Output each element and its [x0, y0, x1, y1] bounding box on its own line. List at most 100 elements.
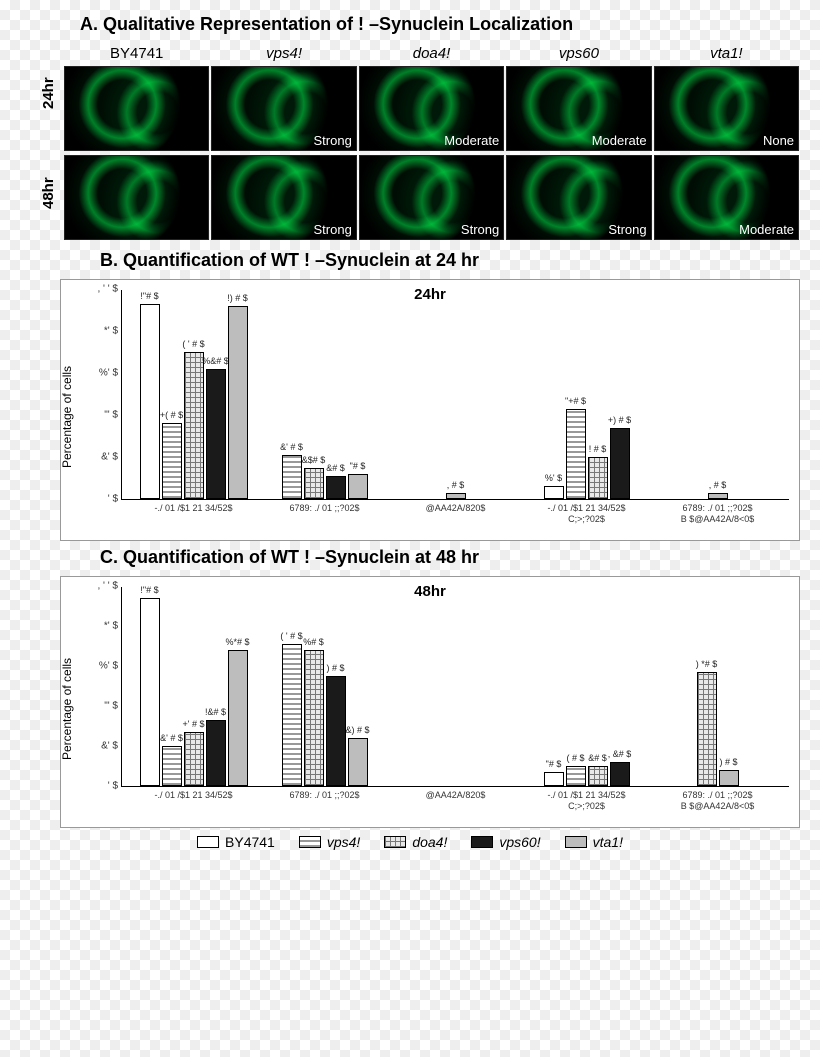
bar-doa4!: +' # $ [184, 732, 204, 786]
col-header-3: vps60 [505, 43, 652, 66]
x-category-label: -./ 01 /$1 21 34/52$C;>;?02$ [521, 786, 652, 812]
bar-vps60!: %&# $ [206, 369, 226, 499]
y-tick: ' $ [82, 494, 118, 505]
legend-item: vps4! [299, 834, 360, 850]
legend-label: vps60! [499, 834, 540, 850]
row-label-48hr: 48hr [40, 151, 57, 236]
bar-BY4741: !"# $ [140, 598, 160, 786]
bar-value-label: !"# $ [140, 585, 158, 595]
col-header-0: BY4741 [63, 43, 210, 66]
bar-vta1!: %*# $ [228, 650, 248, 786]
bar-group: %' $"+# $! # $+) # $-./ 01 /$1 21 34/52$… [521, 409, 652, 499]
col-header-4: vta1! [653, 43, 800, 66]
legend-swatch [299, 836, 321, 848]
legend-item: BY4741 [197, 834, 275, 850]
microscopy-cell: Strong [211, 66, 356, 151]
bar-value-label: !"# $ [140, 291, 158, 301]
bar-value-label: ) # $ [719, 757, 737, 767]
legend-label: vps4! [327, 834, 360, 850]
x-category-label: 6789: ./ 01 ;;?02$B $@AA42A/8<0$ [652, 499, 783, 525]
bar-value-label: +' # $ [183, 719, 205, 729]
bar-group: , # $6789: ./ 01 ;;?02$B $@AA42A/8<0$ [652, 493, 783, 499]
y-tick: &' $ [82, 452, 118, 463]
bar-value-label: +) # $ [608, 415, 631, 425]
bar-group: !"# $&' # $+' # $!&# $%*# $-./ 01 /$1 21… [128, 598, 259, 786]
bar-value-label: !) # $ [227, 293, 248, 303]
legend-label: doa4! [412, 834, 447, 850]
bar-value-label: %' $ [545, 473, 562, 483]
bar-group: ( ' # $%# $) # $&) # $6789: ./ 01 ;;?02$ [259, 644, 390, 786]
bar-vps4!: +( # $ [162, 423, 182, 499]
legend-label: BY4741 [225, 834, 275, 850]
bar-value-label: ) *# $ [696, 659, 718, 669]
x-category-label: 6789: ./ 01 ;;?02$ [259, 786, 390, 801]
legend-swatch [384, 836, 406, 848]
cell-intensity-label: Strong [314, 222, 352, 237]
cell-intensity-label: Moderate [444, 133, 499, 148]
legend-item: vta1! [565, 834, 623, 850]
bar-vps4!: ( # $ [566, 766, 586, 786]
bar-vps60!: +) # $ [610, 428, 630, 499]
bar-value-label: "# $ [546, 759, 562, 769]
bar-BY4741: !"# $ [140, 304, 160, 499]
row-label-24hr: 24hr [40, 51, 57, 136]
panel-b-title: B. Quantification of WT ! –Synuclein at … [100, 250, 800, 271]
chart-24hr: 24hr Percentage of cells , ' ' $*' $%' $… [60, 279, 800, 541]
bar-value-label: %&# $ [202, 356, 229, 366]
bar-vta1!: ) # $ [719, 770, 739, 786]
bar-doa4!: &# $ [588, 766, 608, 786]
bar-value-label: &' # $ [160, 733, 183, 743]
bar-vps4!: ( ' # $ [282, 644, 302, 786]
y-tick: &' $ [82, 741, 118, 752]
microscopy-panel: 24hr 48hr BY4741vps4!doa4!vps60vta1! Str… [40, 43, 800, 244]
bar-doa4!: %# $ [304, 650, 324, 786]
legend-swatch [565, 836, 587, 848]
col-header-1: vps4! [210, 43, 357, 66]
bar-vta1!: !) # $ [228, 306, 248, 499]
cell-intensity-label: Strong [314, 133, 352, 148]
chart-48hr: 48hr Percentage of cells , ' ' $*' $%' $… [60, 576, 800, 828]
bar-BY4741: "# $ [544, 772, 564, 786]
bar-value-label: "# $ [350, 461, 366, 471]
bar-value-label: , # $ [709, 480, 727, 490]
microscopy-cell: Moderate [506, 66, 651, 151]
x-category-label: 6789: ./ 01 ;;?02$ [259, 499, 390, 514]
y-tick: ' $ [82, 781, 118, 792]
bar-vps4!: "+# $ [566, 409, 586, 499]
bar-value-label: ( ' # $ [280, 631, 302, 641]
bar-vps60!: !&# $ [206, 720, 226, 786]
bar-group: ) *# $) # $6789: ./ 01 ;;?02$B $@AA42A/8… [652, 672, 783, 786]
cell-intensity-label: None [763, 133, 794, 148]
panel-a-title: A. Qualitative Representation of ! –Synu… [80, 14, 800, 35]
bar-value-label: "+# $ [565, 396, 586, 406]
bar-group: &' # $&$# $&# $"# $6789: ./ 01 ;;?02$ [259, 455, 390, 499]
cell-intensity-label: Moderate [739, 222, 794, 237]
y-tick: %' $ [82, 368, 118, 379]
x-category-label: -./ 01 /$1 21 34/52$C;>;?02$ [521, 499, 652, 525]
x-category-label: @AA42A/820$ [390, 499, 521, 514]
microscopy-cell: None [654, 66, 799, 151]
bar-value-label: %# $ [303, 637, 324, 647]
legend: BY4741 vps4! doa4! vps60! vta1! [20, 834, 800, 850]
microscopy-cell: Strong [359, 155, 504, 240]
bar-vps4!: &' # $ [282, 455, 302, 499]
bar-vps60!: &# $ [326, 476, 346, 499]
legend-swatch [471, 836, 493, 848]
bar-value-label: ! # $ [589, 444, 607, 454]
legend-swatch [197, 836, 219, 848]
x-category-label: 6789: ./ 01 ;;?02$B $@AA42A/8<0$ [652, 786, 783, 812]
bar-vta1!: &) # $ [348, 738, 368, 786]
cell-intensity-label: Moderate [592, 133, 647, 148]
bar-value-label: !&# $ [205, 707, 226, 717]
bar-value-label: &) # $ [345, 725, 369, 735]
y-tick: "' $ [82, 410, 118, 421]
bar-doa4!: ) *# $ [697, 672, 717, 786]
bar-doa4!: ( ' # $ [184, 352, 204, 499]
x-category-label: @AA42A/820$ [390, 786, 521, 801]
y-tick: *' $ [82, 326, 118, 337]
bar-group: "# $( # $&# $, &# $-./ 01 /$1 21 34/52$C… [521, 762, 652, 786]
col-header-2: doa4! [358, 43, 505, 66]
y-tick: *' $ [82, 621, 118, 632]
microscopy-cell: Moderate [359, 66, 504, 151]
bar-value-label: +( # $ [160, 410, 183, 420]
